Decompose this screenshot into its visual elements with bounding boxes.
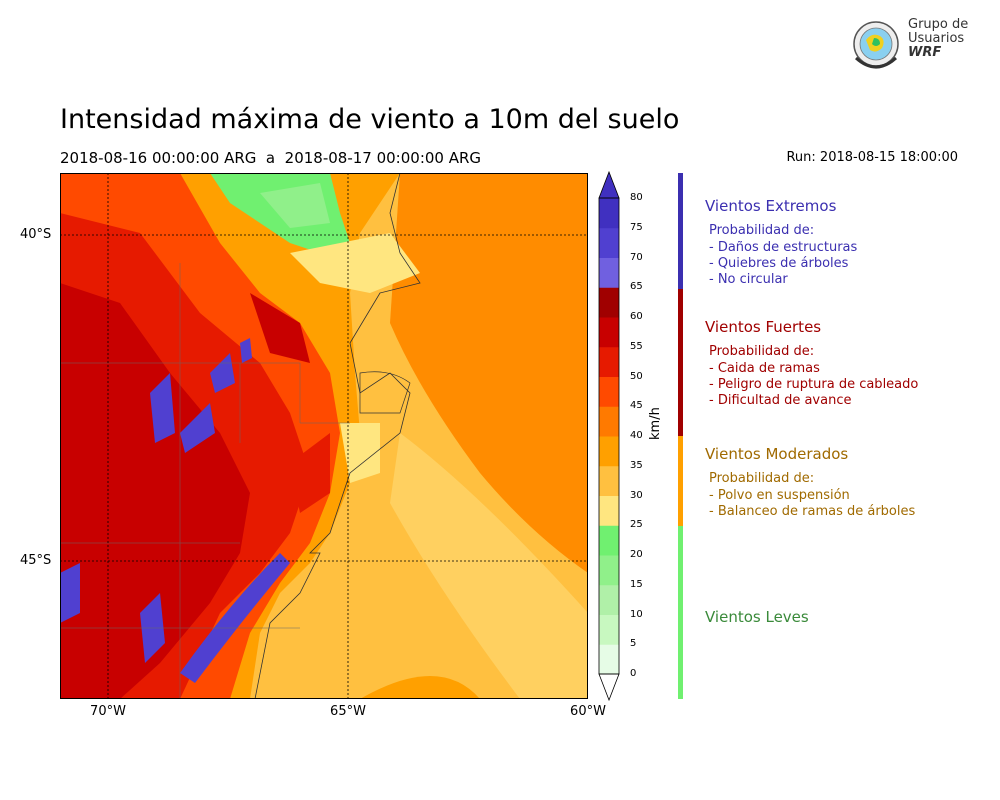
colorbar-tick-label: 25 [630, 519, 643, 531]
logo-line-3: WRF [908, 45, 942, 60]
run-time: Run: 2018-08-15 18:00:00 [786, 150, 958, 165]
colorbar-segment [599, 346, 619, 377]
category-line: - Daños de estructuras [709, 240, 858, 255]
colorbar-segment [599, 465, 619, 496]
colorbar-tick-label: 60 [630, 311, 643, 322]
colorbar-segment [599, 198, 619, 229]
lon-label-65w: 65°W [330, 704, 366, 719]
colorbar-extend-top [598, 170, 620, 199]
category-bar-moderate [678, 436, 683, 526]
colorbar [598, 170, 620, 702]
category-title-strong: Vientos Fuertes [705, 318, 822, 336]
logo-text: Grupo de Usuarios WRF [908, 18, 968, 60]
colorbar-segment [599, 644, 619, 675]
category-bar-strong [678, 289, 683, 436]
lon-label-70w: 70°W [90, 704, 126, 719]
colorbar-tick-label: 50 [630, 370, 643, 382]
colorbar-segment [599, 525, 619, 556]
colorbar-tick-label: 55 [630, 340, 643, 352]
category-title-extreme: Vientos Extremos [705, 197, 837, 215]
colorbar-tick-label: 80 [630, 192, 643, 203]
blue-zone [180, 553, 290, 683]
category-line: Probabilidad de: [709, 471, 815, 486]
category-line: - Quiebres de árboles [709, 256, 849, 271]
colorbar-segment [599, 436, 619, 467]
category-line: - Dificultad de avance [709, 393, 852, 408]
colorbar-segment [599, 287, 619, 318]
ocean-orange-zone [390, 173, 588, 573]
colorbar-tick-label: 10 [630, 608, 643, 620]
colorbar-tick-label: 45 [630, 400, 643, 412]
colorbar-segment [599, 555, 619, 586]
category-line: - Caida de ramas [709, 361, 820, 376]
logo-line-1: Grupo de [908, 17, 969, 32]
colorbar-segment [599, 406, 619, 437]
logo-line-2: Usuarios [908, 31, 965, 46]
colorbar-segment [599, 614, 619, 645]
lon-label-60w: 60°W [570, 704, 606, 719]
colorbar-segment [599, 317, 619, 348]
page-title: Intensidad máxima de viento a 10m del su… [60, 104, 680, 135]
colorbar-segment [599, 227, 619, 258]
colorbar-segment [599, 495, 619, 526]
coastline [254, 173, 421, 699]
colorbar-tick-label: 40 [630, 430, 643, 441]
category-line: Probabilidad de: [709, 344, 815, 359]
globe-seal-icon [853, 21, 899, 69]
colorbar-tick-label: 20 [630, 549, 643, 560]
category-bar-light [678, 526, 683, 699]
colorbar-tick-label: 65 [630, 281, 643, 293]
colorbar-tick-label: 0 [630, 668, 637, 679]
category-line: Probabilidad de: [709, 223, 815, 238]
colorbar-tick-label: 75 [630, 221, 643, 233]
colorbar-tick-label: 35 [630, 459, 643, 471]
wind-map [60, 173, 588, 699]
colorbar-tick-label: 30 [630, 489, 643, 501]
category-title-moderate: Vientos Moderados [705, 445, 849, 463]
category-bar-extreme [678, 173, 683, 289]
forecast-period: 2018-08-16 00:00:00 ARG a 2018-08-17 00:… [60, 149, 482, 167]
colorbar-tick-label: 70 [630, 251, 643, 263]
colorbar-segment [599, 376, 619, 407]
colorbar-segment [599, 584, 619, 615]
colorbar-extend-bottom [598, 673, 620, 702]
category-line: - Balanceo de ramas de árboles [709, 504, 916, 519]
colorbar-segment [599, 257, 619, 288]
category-title-light: Vientos Leves [705, 608, 809, 626]
lat-label-40s: 40°S [20, 227, 52, 242]
category-line: - Polvo en suspensión [709, 488, 850, 503]
lat-label-45s: 45°S [20, 553, 52, 568]
colorbar-tick-label: 5 [630, 638, 637, 650]
category-line: - No circular [709, 272, 788, 287]
colorbar-tick-label: 15 [630, 578, 643, 590]
colorbar-unit: km/h [648, 407, 663, 440]
category-line: - Peligro de ruptura de cableado [709, 377, 919, 392]
